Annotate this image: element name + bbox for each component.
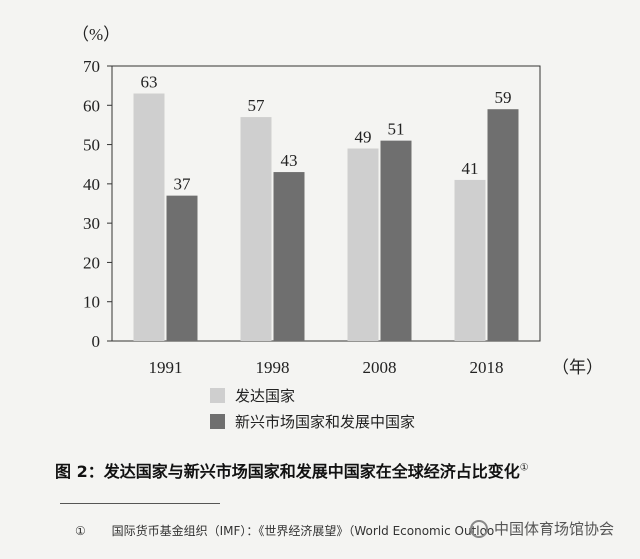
watermark-text: 中国体育场馆协会 [494,520,615,538]
data-label: 49 [355,128,372,147]
bar-developed-1998 [240,117,272,341]
data-label: 41 [462,159,479,178]
data-label: 57 [248,96,266,115]
legend-swatch-emerging [210,414,225,429]
watermark: 中国体育场馆协会 [470,518,614,539]
y-axis-unit: （%） [72,25,120,44]
data-label: 51 [388,120,405,139]
data-label: 37 [174,175,192,194]
caption-text: 图 2：发达国家与新兴市场国家和发展中国家在全球经济占比变化 [55,462,520,481]
figure-caption: 图 2：发达国家与新兴市场国家和发展中国家在全球经济占比变化① [55,458,529,482]
data-label: 43 [281,151,298,170]
y-tick-label: 40 [83,175,100,194]
caption-note-mark: ① [519,462,529,474]
legend-label-developed: 发达国家 [235,387,296,405]
y-tick-label: 50 [83,136,100,155]
bar-emerging-2018 [487,109,519,341]
legend-item-emerging: 新兴市场国家和发展中国家 [210,411,415,432]
plot-frame [111,65,541,342]
legend-item-developed: 发达国家 [210,385,295,406]
footnote-divider [60,503,220,504]
x-tick-label: 1991 [149,358,183,377]
wechat-icon [470,519,488,538]
bar-chart: 0 10 20 30 40 50 60 70 （%） 63 37 1991 57 43 1998 49 51 20… [72,25,603,377]
data-label: 63 [141,73,158,92]
x-tick-label: 2008 [363,358,397,377]
legend-label-emerging: 新兴市场国家和发展中国家 [235,413,416,431]
bar-emerging-1998 [273,172,305,341]
y-tick-label: 30 [83,214,100,233]
y-tick-label: 20 [83,253,100,272]
data-label: 59 [495,88,512,107]
bar-developed-1991 [133,93,165,341]
y-tick-label: 60 [83,96,100,115]
y-tick-label: 10 [83,293,100,312]
footnote-text: 国际货币基金组织（IMF）：《世界经济展望》（World Economic Ou… [111,524,495,538]
x-axis-unit: （年） [552,358,603,377]
footnote: ① 国际货币基金组织（IMF）：《世界经济展望》（World Economic … [75,522,494,539]
y-tick-label: 70 [83,57,100,76]
bar-emerging-2008 [380,140,412,341]
bar-developed-2008 [347,148,379,341]
legend-swatch-developed [210,388,225,403]
x-tick-label: 1998 [256,358,290,377]
footnote-mark: ① [75,524,86,538]
bar-emerging-1991 [166,195,198,341]
x-tick-label: 2018 [470,358,504,377]
y-tick-label: 0 [92,332,101,351]
bar-developed-2018 [454,179,486,341]
